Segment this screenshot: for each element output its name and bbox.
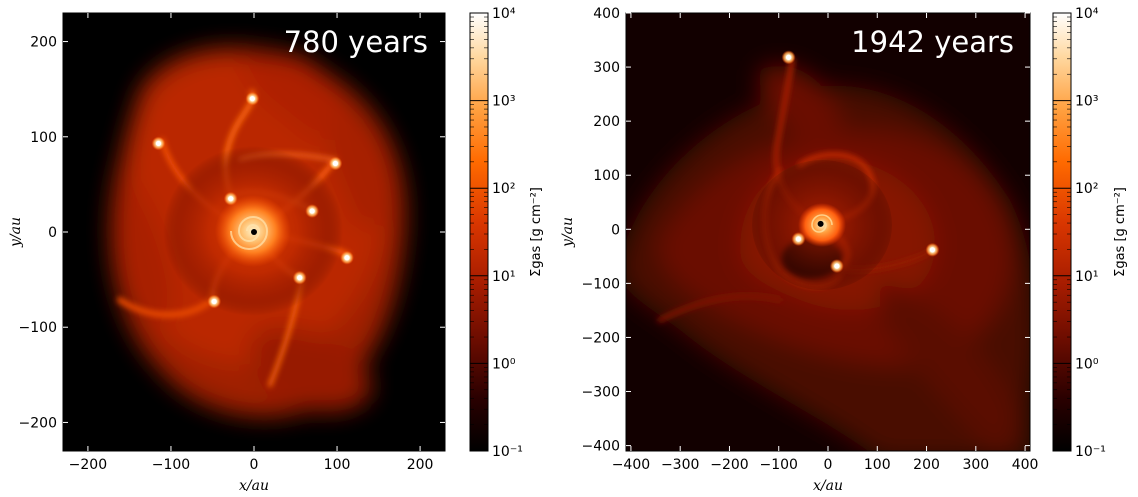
x-tick-label: −200 [710,457,748,473]
x-tick-label: 0 [824,457,833,473]
fragment-clump [344,255,350,261]
x-axis-label: x/au [813,478,843,494]
x-tick-label: 400 [1012,457,1039,473]
x-tick-label: 0 [250,457,259,473]
x-tick-label: −300 [661,457,699,473]
colorbar-ticks: 10⁻¹ 10⁰ 10¹ 10² 10³ 10⁴ [470,6,523,460]
density-map-1942-years: −400 −300 −200 −100 0 100 200 300 400 −400 −300 −20… [560,6,1038,494]
colorbar-label: Σgas [g cm⁻²] [529,187,544,277]
y-axis-label: y/au [8,217,24,248]
fragment-clump [785,54,792,60]
colorbar-gradient [469,12,489,452]
x-tick-label: 200 [913,457,940,473]
colorbar-tick-label: 10³ [1075,94,1098,110]
density-map-780-years: −200 −100 0 100 200 −200 −100 0 100 200 780 years… [8,12,446,494]
y-tick-label: −100 [19,320,57,336]
fragment-clump [332,160,338,167]
x-axis-label: x/au [239,478,269,494]
colorbar-ticks: 10⁻¹ 10⁰ 10¹ 10² 10³ 10⁴ [1053,6,1106,460]
colorbar-tick-label: 10⁴ [492,6,516,22]
clumps-780 [151,91,355,309]
fragment-clump [297,275,303,281]
colorbar-780: 10⁻¹ 10⁰ 10¹ 10² 10³ 10⁴ Σgas [g cm⁻²] [469,6,544,460]
fragment-clump [795,236,802,242]
fragment-clump [309,208,315,214]
y-tick-label: −400 [582,439,620,455]
gas-density-field [626,57,1030,451]
colorbar-tick-label: 10⁰ [492,356,516,372]
colorbar-tick-label: 10² [492,181,515,197]
y-tick-label: 400 [593,6,620,22]
y-tick-label: −200 [19,415,57,431]
fragment-clump [929,247,936,253]
fragment-clump [249,96,255,102]
y-tick-label: 100 [593,168,620,184]
colorbar-1942: 10⁻¹ 10⁰ 10¹ 10² 10³ 10⁴ Σgas [g cm⁻²] [1052,6,1128,460]
x-tick-label: −100 [152,457,190,473]
colorbar-tick-label: 10¹ [1075,269,1098,285]
colorbar-tick-label: 10⁴ [1075,6,1099,22]
colorbar-gradient [1052,12,1072,452]
colorbar-tick-label: 10³ [492,94,515,110]
y-tick-label: −300 [582,385,620,401]
colorbar-tick-label: 10⁰ [1075,356,1099,372]
x-tick-label: −200 [69,457,107,473]
x-tick-label: 100 [324,457,351,473]
axis-ticks-780: −200 −100 0 100 200 −200 −100 0 100 200 [19,13,445,473]
x-tick-label: −400 [612,457,650,473]
x-tick-label: 300 [962,457,989,473]
fragment-clump [228,196,234,202]
x-tick-label: 200 [407,457,434,473]
y-tick-label: 0 [611,222,620,238]
colorbar-tick-label: 10¹ [492,269,515,285]
y-axis-label: y/au [560,217,576,248]
y-tick-label: 100 [30,130,57,146]
x-tick-label: −100 [760,457,798,473]
y-tick-label: −100 [582,276,620,292]
colorbar-label: Σgas [g cm⁻²] [1113,187,1128,277]
time-annotation: 780 years [284,25,428,59]
y-tick-label: 200 [30,35,57,51]
fragment-clump [211,298,217,305]
central-protostar [251,229,257,235]
colorbar-tick-label: 10² [1075,181,1098,197]
central-protostar [817,220,824,227]
time-annotation: 1942 years [851,25,1014,59]
colorbar-tick-label: 10⁻¹ [492,444,523,460]
gas-density-field [110,47,406,417]
y-tick-label: 0 [48,225,57,241]
axis-ticks-1942: −400 −300 −200 −100 0 100 200 300 400 −400 −300 −20… [582,6,1039,473]
y-tick-label: 300 [593,60,620,76]
fragment-clump [155,140,162,147]
clumps-1942 [781,50,940,274]
y-tick-label: −200 [582,330,620,346]
colorbar-tick-label: 10⁻¹ [1075,444,1106,460]
y-tick-label: 200 [593,114,620,130]
fragment-clump [834,263,840,269]
x-tick-label: 100 [864,457,891,473]
